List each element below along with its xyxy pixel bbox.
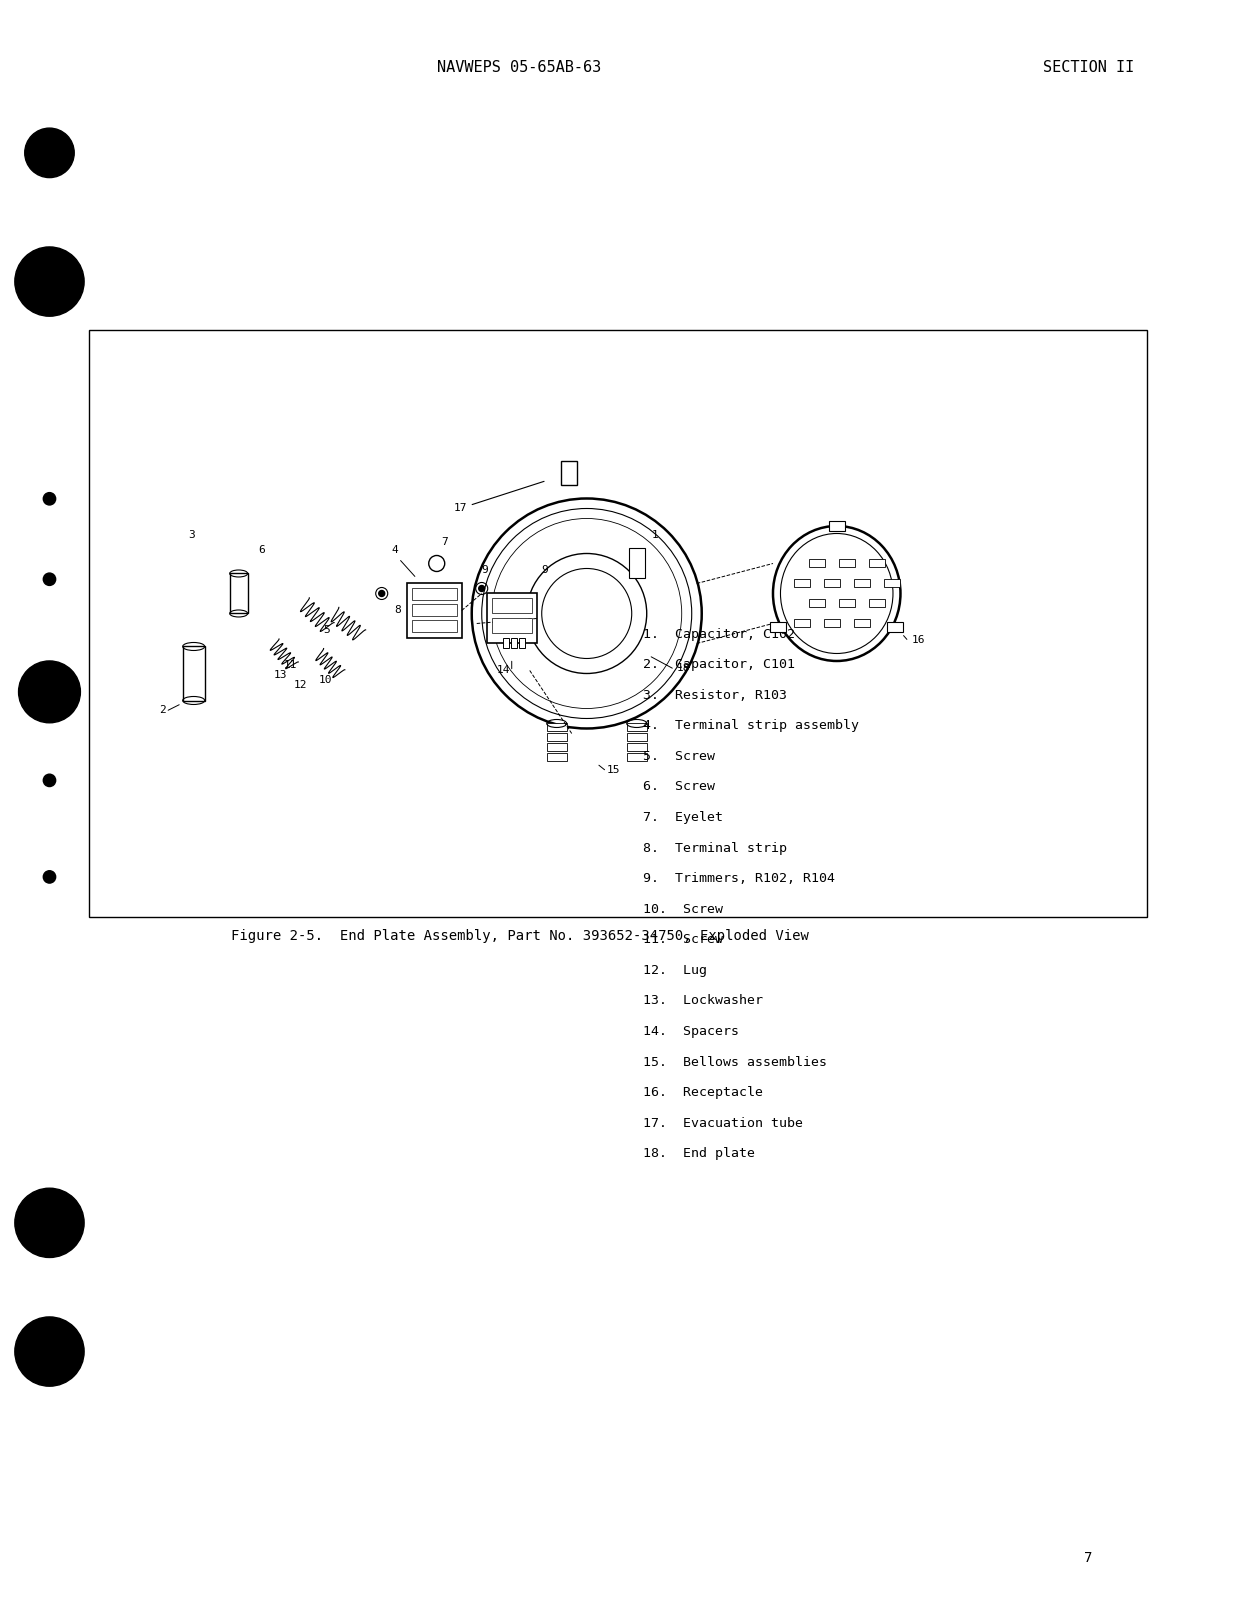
Text: 11: 11	[283, 660, 297, 671]
Text: 15: 15	[606, 766, 620, 776]
Bar	[412, 605, 456, 616]
Text: 11.  Screw: 11. Screw	[643, 933, 724, 946]
Bar	[809, 600, 825, 608]
Text: 15.  Bellows assemblies: 15. Bellows assemblies	[643, 1056, 828, 1068]
Bar	[230, 573, 247, 613]
Bar	[794, 619, 810, 628]
Bar	[809, 560, 825, 568]
Text: 1: 1	[652, 531, 658, 541]
Text: 2: 2	[158, 705, 166, 716]
Text: 9: 9	[481, 565, 489, 576]
Text: 17: 17	[453, 481, 544, 513]
Bar	[854, 579, 870, 587]
Text: 13: 13	[273, 671, 287, 681]
Text: 14: 14	[497, 666, 510, 676]
Circle shape	[15, 1187, 84, 1258]
Bar	[492, 618, 532, 634]
Bar	[547, 743, 567, 751]
Text: 12.  Lug: 12. Lug	[643, 964, 708, 977]
Text: 7: 7	[442, 537, 449, 547]
Text: 7: 7	[1085, 1551, 1092, 1564]
Circle shape	[379, 591, 385, 597]
Text: 12: 12	[293, 681, 307, 690]
Bar	[502, 639, 508, 648]
Bar	[883, 579, 899, 587]
Circle shape	[43, 774, 56, 787]
Text: 7.  Eyelet: 7. Eyelet	[643, 811, 724, 824]
Bar	[511, 639, 517, 648]
Circle shape	[15, 1316, 84, 1387]
Text: 8: 8	[395, 605, 402, 616]
Bar	[547, 724, 567, 732]
Bar	[547, 734, 567, 742]
Text: 4.  Terminal strip assembly: 4. Terminal strip assembly	[643, 719, 860, 732]
Bar	[868, 600, 884, 608]
Bar	[183, 647, 204, 702]
Text: 9: 9	[542, 565, 548, 576]
Bar	[839, 600, 855, 608]
Text: 6.  Screw: 6. Screw	[643, 780, 715, 793]
Text: 10: 10	[319, 676, 333, 685]
Bar	[560, 462, 576, 486]
Bar	[627, 724, 647, 732]
Text: 10.  Screw: 10. Screw	[643, 903, 724, 916]
Bar	[412, 589, 456, 600]
Bar	[407, 584, 461, 639]
Bar	[412, 621, 456, 632]
Text: 3.  Resistor, R103: 3. Resistor, R103	[643, 689, 787, 702]
Text: 4: 4	[392, 545, 398, 555]
Text: 17.  Evacuation tube: 17. Evacuation tube	[643, 1117, 803, 1130]
Text: Figure 2-5.  End Plate Assembly, Part No. 393652-34750, Exploded View: Figure 2-5. End Plate Assembly, Part No.…	[230, 930, 809, 943]
Circle shape	[19, 661, 80, 722]
Bar	[627, 753, 647, 761]
Text: 16: 16	[912, 636, 925, 645]
Bar	[824, 619, 840, 628]
Bar	[824, 579, 840, 587]
Text: SECTION II: SECTION II	[1043, 60, 1134, 76]
Bar	[829, 521, 845, 531]
Bar	[627, 734, 647, 742]
Bar	[868, 560, 884, 568]
Circle shape	[43, 870, 56, 883]
Text: 14.  Spacers: 14. Spacers	[643, 1025, 740, 1038]
Bar	[486, 594, 537, 644]
Bar	[492, 599, 532, 613]
Bar	[89, 330, 1147, 917]
Bar	[547, 753, 567, 761]
Circle shape	[15, 246, 84, 317]
Text: 1.  Capacitor, C102: 1. Capacitor, C102	[643, 628, 795, 640]
Bar	[627, 743, 647, 751]
Circle shape	[479, 586, 485, 592]
Text: NAVWEPS 05-65AB-63: NAVWEPS 05-65AB-63	[438, 60, 601, 76]
Text: 5: 5	[324, 626, 330, 636]
Bar	[771, 623, 787, 632]
Text: 2.  Capacitor, C101: 2. Capacitor, C101	[643, 658, 795, 671]
Text: 3: 3	[189, 531, 195, 541]
Circle shape	[43, 573, 56, 586]
Text: 18.  End plate: 18. End plate	[643, 1147, 756, 1160]
Text: 16.  Receptacle: 16. Receptacle	[643, 1086, 763, 1099]
Text: 6: 6	[259, 545, 266, 555]
Bar	[854, 619, 870, 628]
Text: 18: 18	[677, 663, 690, 674]
Text: 13.  Lockwasher: 13. Lockwasher	[643, 994, 763, 1007]
Text: 9.  Trimmers, R102, R104: 9. Trimmers, R102, R104	[643, 872, 835, 885]
Bar	[839, 560, 855, 568]
Text: 5.  Screw: 5. Screw	[643, 750, 715, 763]
Circle shape	[25, 129, 74, 177]
Bar	[518, 639, 524, 648]
Circle shape	[43, 492, 56, 505]
Bar	[794, 579, 810, 587]
Bar	[887, 623, 903, 632]
Bar	[628, 549, 644, 579]
Text: 8.  Terminal strip: 8. Terminal strip	[643, 842, 787, 854]
